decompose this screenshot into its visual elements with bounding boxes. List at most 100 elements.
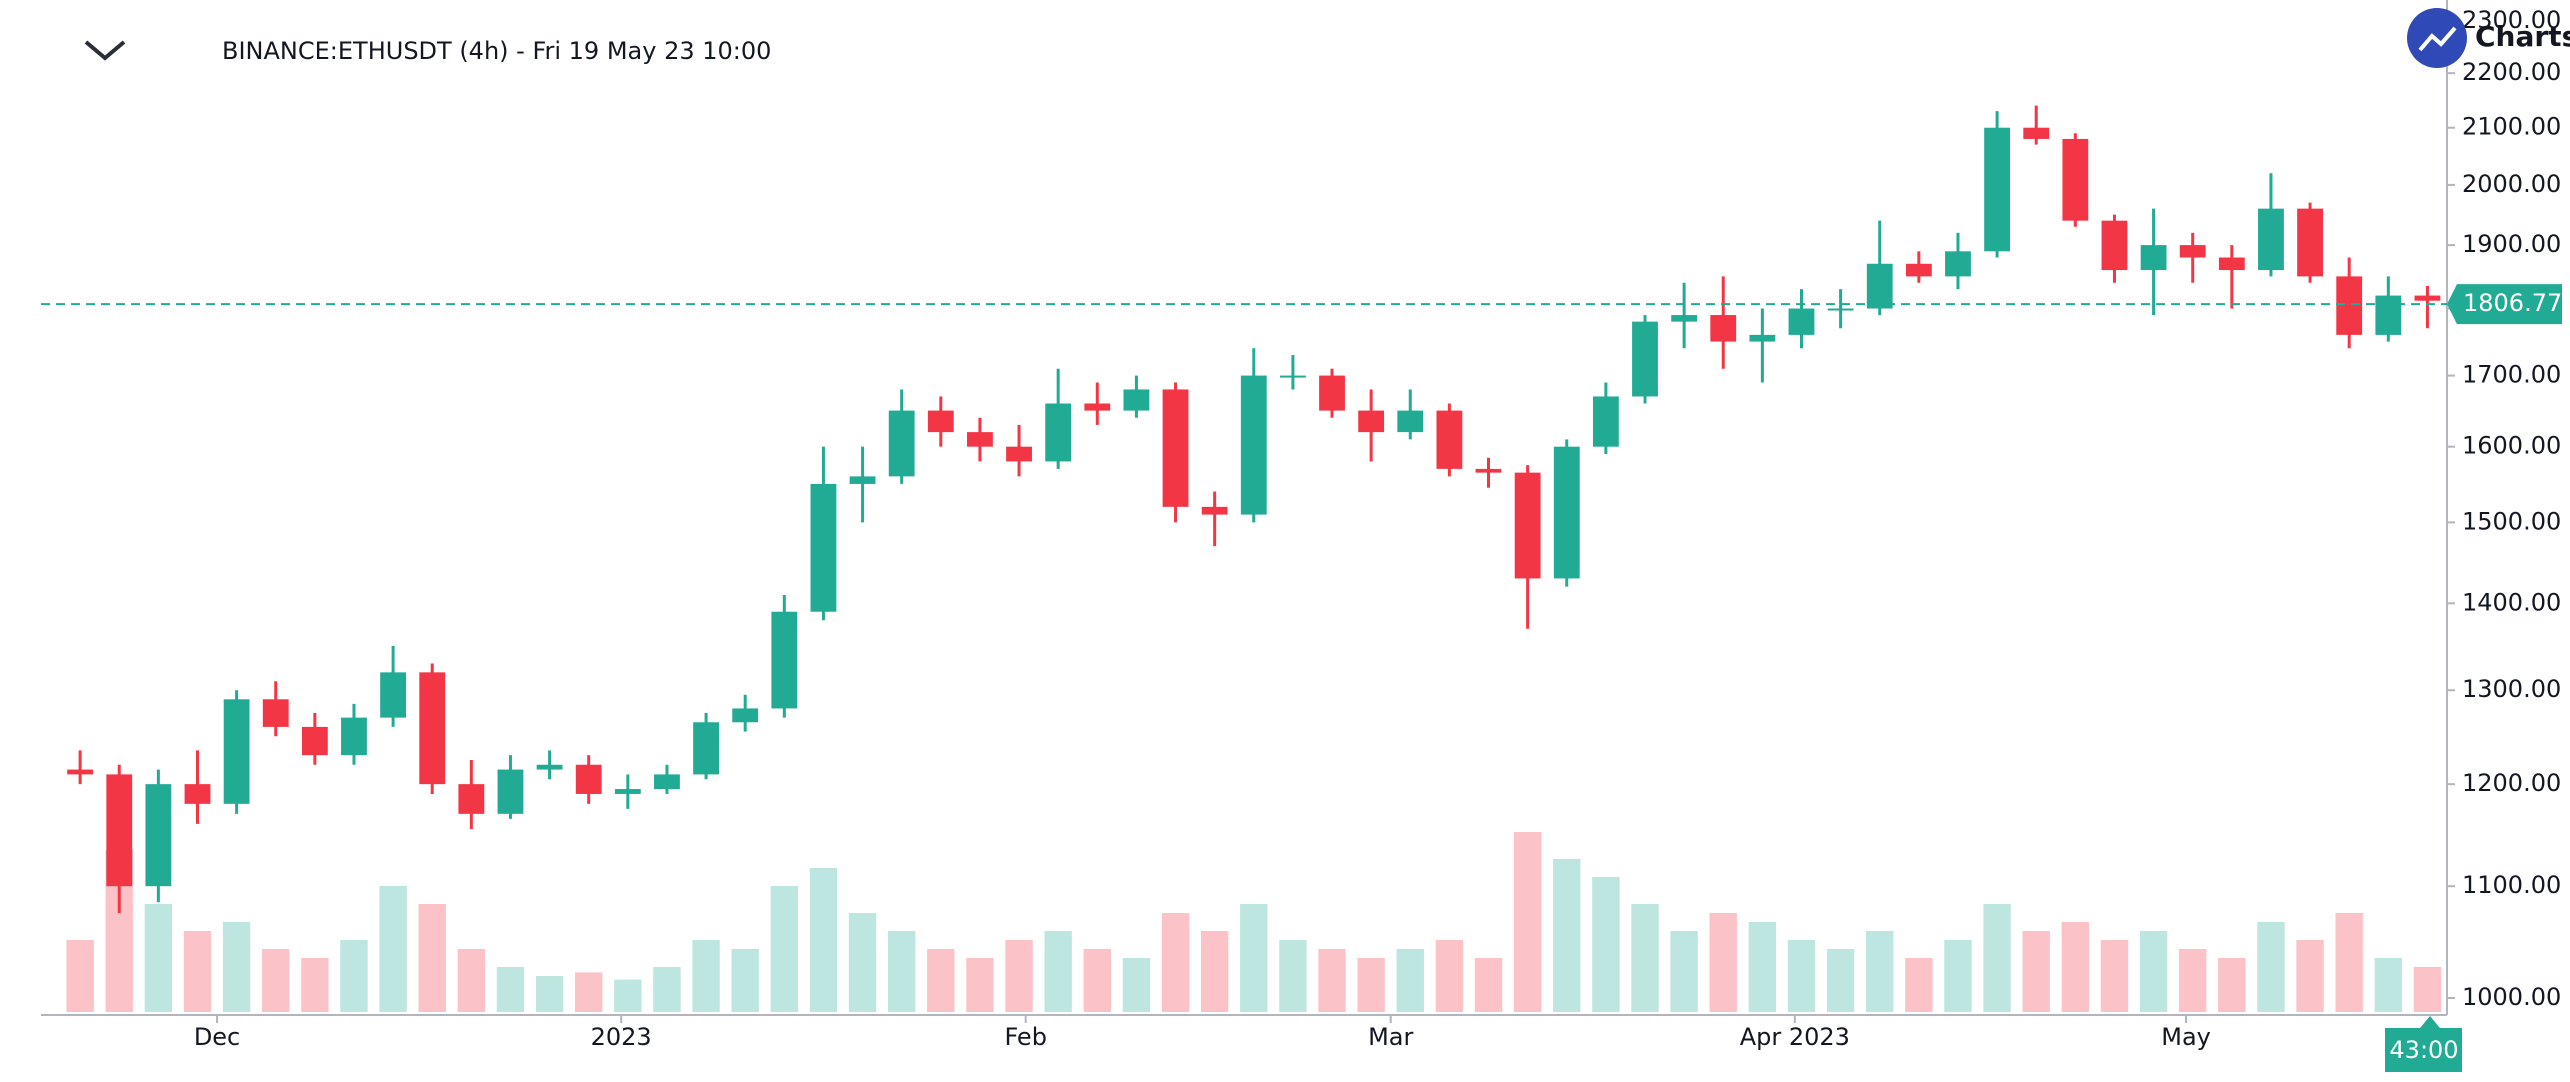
- candle-body: [1279, 375, 1306, 378]
- y-tick-label: 1400.00: [2462, 588, 2561, 616]
- volume-bar: [144, 904, 173, 1012]
- y-tick-label: 1700.00: [2462, 361, 2561, 389]
- volume-bar: [2179, 949, 2207, 1012]
- candle-body: [1984, 127, 2011, 252]
- candle-body: [2023, 127, 2050, 139]
- candle-body: [1905, 263, 1932, 277]
- volume-bar: [301, 958, 329, 1012]
- volume-bar: [1435, 940, 1464, 1012]
- candle-body: [2258, 208, 2284, 271]
- candle-body: [1866, 263, 1893, 309]
- candle-body: [1710, 315, 1737, 342]
- candle-body: [67, 769, 94, 775]
- y-tick-label: 1600.00: [2462, 432, 2561, 460]
- candle-body: [1045, 403, 1072, 462]
- candle-body: [262, 699, 289, 727]
- candle-body: [184, 784, 211, 804]
- candle-body: [106, 774, 133, 887]
- volume-bar: [770, 886, 799, 1012]
- y-tick-label: 1200.00: [2462, 769, 2561, 797]
- volume-bar: [2061, 922, 2090, 1012]
- volume-bar: [418, 904, 446, 1012]
- volume-bar: [183, 931, 212, 1012]
- volume-bar: [809, 868, 838, 1012]
- volume-bar: [848, 913, 877, 1012]
- candle-body: [1358, 410, 1385, 433]
- volume-bar: [1083, 949, 1111, 1012]
- volume-bar: [653, 967, 681, 1012]
- chart-title: BINANCE:ETHUSDT (4h) - Fri 19 May 23 10:…: [222, 37, 771, 65]
- candle-body: [1201, 506, 1228, 515]
- volume-bar: [1396, 949, 1424, 1012]
- volume-bar: [2218, 958, 2246, 1012]
- candle-body: [849, 476, 876, 484]
- volume-bar: [1122, 958, 1151, 1012]
- collapse-chevron[interactable]: [84, 40, 126, 61]
- candle-body: [419, 672, 446, 785]
- candle-body: [810, 483, 837, 612]
- candle-body: [2140, 245, 2167, 271]
- candle-body: [2375, 295, 2402, 335]
- candle-body: [223, 699, 250, 804]
- volume-bar: [1944, 940, 1972, 1012]
- x-tick-label: Apr 2023: [1740, 1023, 1850, 1051]
- volume-bar: [1866, 931, 1894, 1012]
- candle-body: [2062, 138, 2089, 221]
- volume-bar: [2413, 967, 2442, 1012]
- candle-body: [1006, 446, 1032, 462]
- candle-body: [888, 410, 915, 477]
- volume-bar: [1474, 958, 1503, 1012]
- candle-body: [2297, 208, 2323, 277]
- volume-bar: [1631, 904, 1659, 1012]
- volume-bar: [496, 967, 525, 1012]
- volume-bar: [1357, 958, 1385, 1012]
- volume-bar: [1553, 859, 1581, 1012]
- volume-bar: [1513, 832, 1542, 1012]
- candle-body: [145, 784, 172, 887]
- logo-icon: [2418, 26, 2457, 52]
- x-tick-label: May: [2161, 1023, 2211, 1051]
- volume-bar: [966, 958, 994, 1012]
- candle-body: [771, 611, 798, 709]
- volume-bar: [1044, 931, 1072, 1012]
- candle-body: [732, 708, 759, 723]
- volume-bar: [887, 931, 916, 1012]
- candle-body: [654, 774, 680, 790]
- y-tick-label: 1300.00: [2462, 675, 2561, 703]
- candle-body: [2336, 276, 2363, 335]
- candle-body: [1123, 389, 1150, 411]
- countdown-tag: [2385, 1016, 2462, 1072]
- candle-body: [1162, 389, 1189, 507]
- volume-bar: [927, 949, 955, 1012]
- volume-bar: [1787, 940, 1816, 1012]
- candle-body: [2414, 295, 2441, 301]
- candle-body: [693, 722, 719, 775]
- volume-bar: [1161, 913, 1190, 1012]
- candle-body: [301, 726, 328, 756]
- volume-bar: [1709, 913, 1737, 1012]
- candle-body: [341, 717, 367, 756]
- candle-body: [2101, 220, 2128, 271]
- last-price-tag: [2447, 284, 2562, 325]
- candle-body: [1632, 321, 1658, 397]
- candle-body: [2179, 245, 2206, 258]
- y-tick-label: 1000.00: [2462, 983, 2561, 1011]
- candle-body: [927, 410, 954, 433]
- x-tick-label: Dec: [194, 1023, 240, 1051]
- volume-bar: [340, 940, 368, 1012]
- volume-bar: [1826, 949, 1855, 1012]
- volume-bar: [535, 976, 564, 1012]
- watermark: Charts: [2475, 20, 2570, 53]
- volume-bar: [1670, 931, 1698, 1012]
- candle-body: [967, 432, 993, 447]
- candle-body: [1671, 315, 1698, 322]
- y-tick-label: 1900.00: [2462, 230, 2561, 258]
- volume-bar: [614, 979, 642, 1012]
- candle-body: [1788, 308, 1815, 335]
- volume-bar: [2100, 940, 2129, 1012]
- candle-body: [1514, 472, 1541, 579]
- volume-bar: [1592, 877, 1620, 1012]
- x-tick-label: Mar: [1368, 1023, 1413, 1051]
- volume-bar: [692, 940, 720, 1012]
- candle-body: [2218, 257, 2245, 271]
